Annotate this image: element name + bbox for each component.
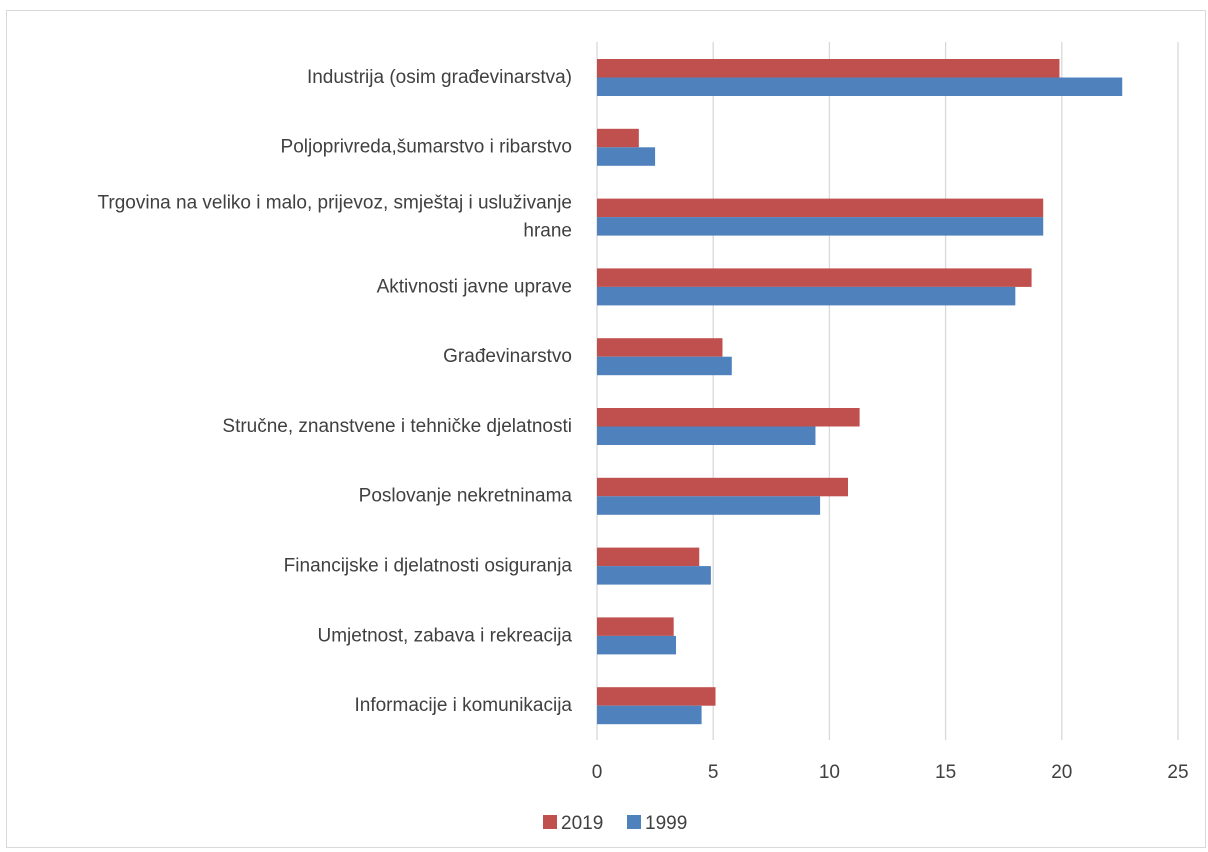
category-labels: Industrija (osim građevinarstva) Poljopri…	[98, 67, 573, 716]
bar-1999	[597, 705, 702, 725]
legend-swatch-2019	[543, 815, 557, 829]
category-label: Građevinarstvo	[443, 346, 572, 367]
bar-2019	[597, 617, 674, 636]
category-label: Financijske i djelatnosti osiguranja	[284, 556, 573, 577]
bar-2019	[597, 477, 848, 497]
bar-1999	[597, 566, 711, 585]
category-label: Aktivnosti javne uprave	[377, 276, 572, 297]
bar-2019	[597, 338, 723, 357]
gridlines	[596, 42, 1179, 740]
bar-1999	[597, 147, 656, 166]
category-label: hrane	[523, 221, 572, 242]
bar-2019	[597, 687, 716, 706]
x-tick-labels: 0 5 10 15 20 25	[592, 762, 1189, 783]
bar-1999	[597, 635, 677, 655]
bar-1999	[597, 217, 1044, 236]
bar-2019	[597, 268, 1032, 287]
bars	[597, 59, 1123, 725]
bar-1999	[597, 496, 821, 515]
legend-label: 2019	[561, 813, 603, 834]
x-tick-label: 5	[708, 762, 719, 783]
bar-2019	[597, 59, 1060, 78]
bar-1999	[597, 77, 1123, 96]
bar-1999	[597, 356, 732, 376]
x-tick-label: 0	[592, 762, 603, 783]
legend-swatch-1999	[627, 815, 641, 829]
category-label: Poslovanje nekretninama	[359, 486, 573, 507]
bar-1999	[597, 286, 1016, 306]
bar-1999	[597, 426, 816, 445]
bar-2019	[597, 128, 639, 148]
legend-label: 1999	[645, 813, 687, 834]
bar-2019	[597, 408, 860, 427]
bar-2019	[597, 547, 700, 567]
bar-2019	[597, 198, 1044, 218]
legend: 2019 1999	[543, 813, 687, 834]
category-label: Industrija (osim građevinarstva)	[307, 67, 572, 88]
x-tick-label: 25	[1167, 762, 1188, 783]
category-label: Stručne, znanstvene i tehničke djelatnos…	[222, 416, 572, 437]
category-label: Informacije i komunikacija	[354, 695, 572, 716]
x-tick-label: 10	[819, 762, 840, 783]
x-tick-label: 15	[935, 762, 956, 783]
category-label: Poljoprivreda,šumarstvo i ribarstvo	[281, 137, 572, 158]
category-label: Umjetnost, zabava i rekreacija	[318, 625, 573, 646]
x-tick-label: 20	[1051, 762, 1072, 783]
category-label: Trgovina na veliko i malo, prijevoz, smj…	[98, 193, 573, 214]
